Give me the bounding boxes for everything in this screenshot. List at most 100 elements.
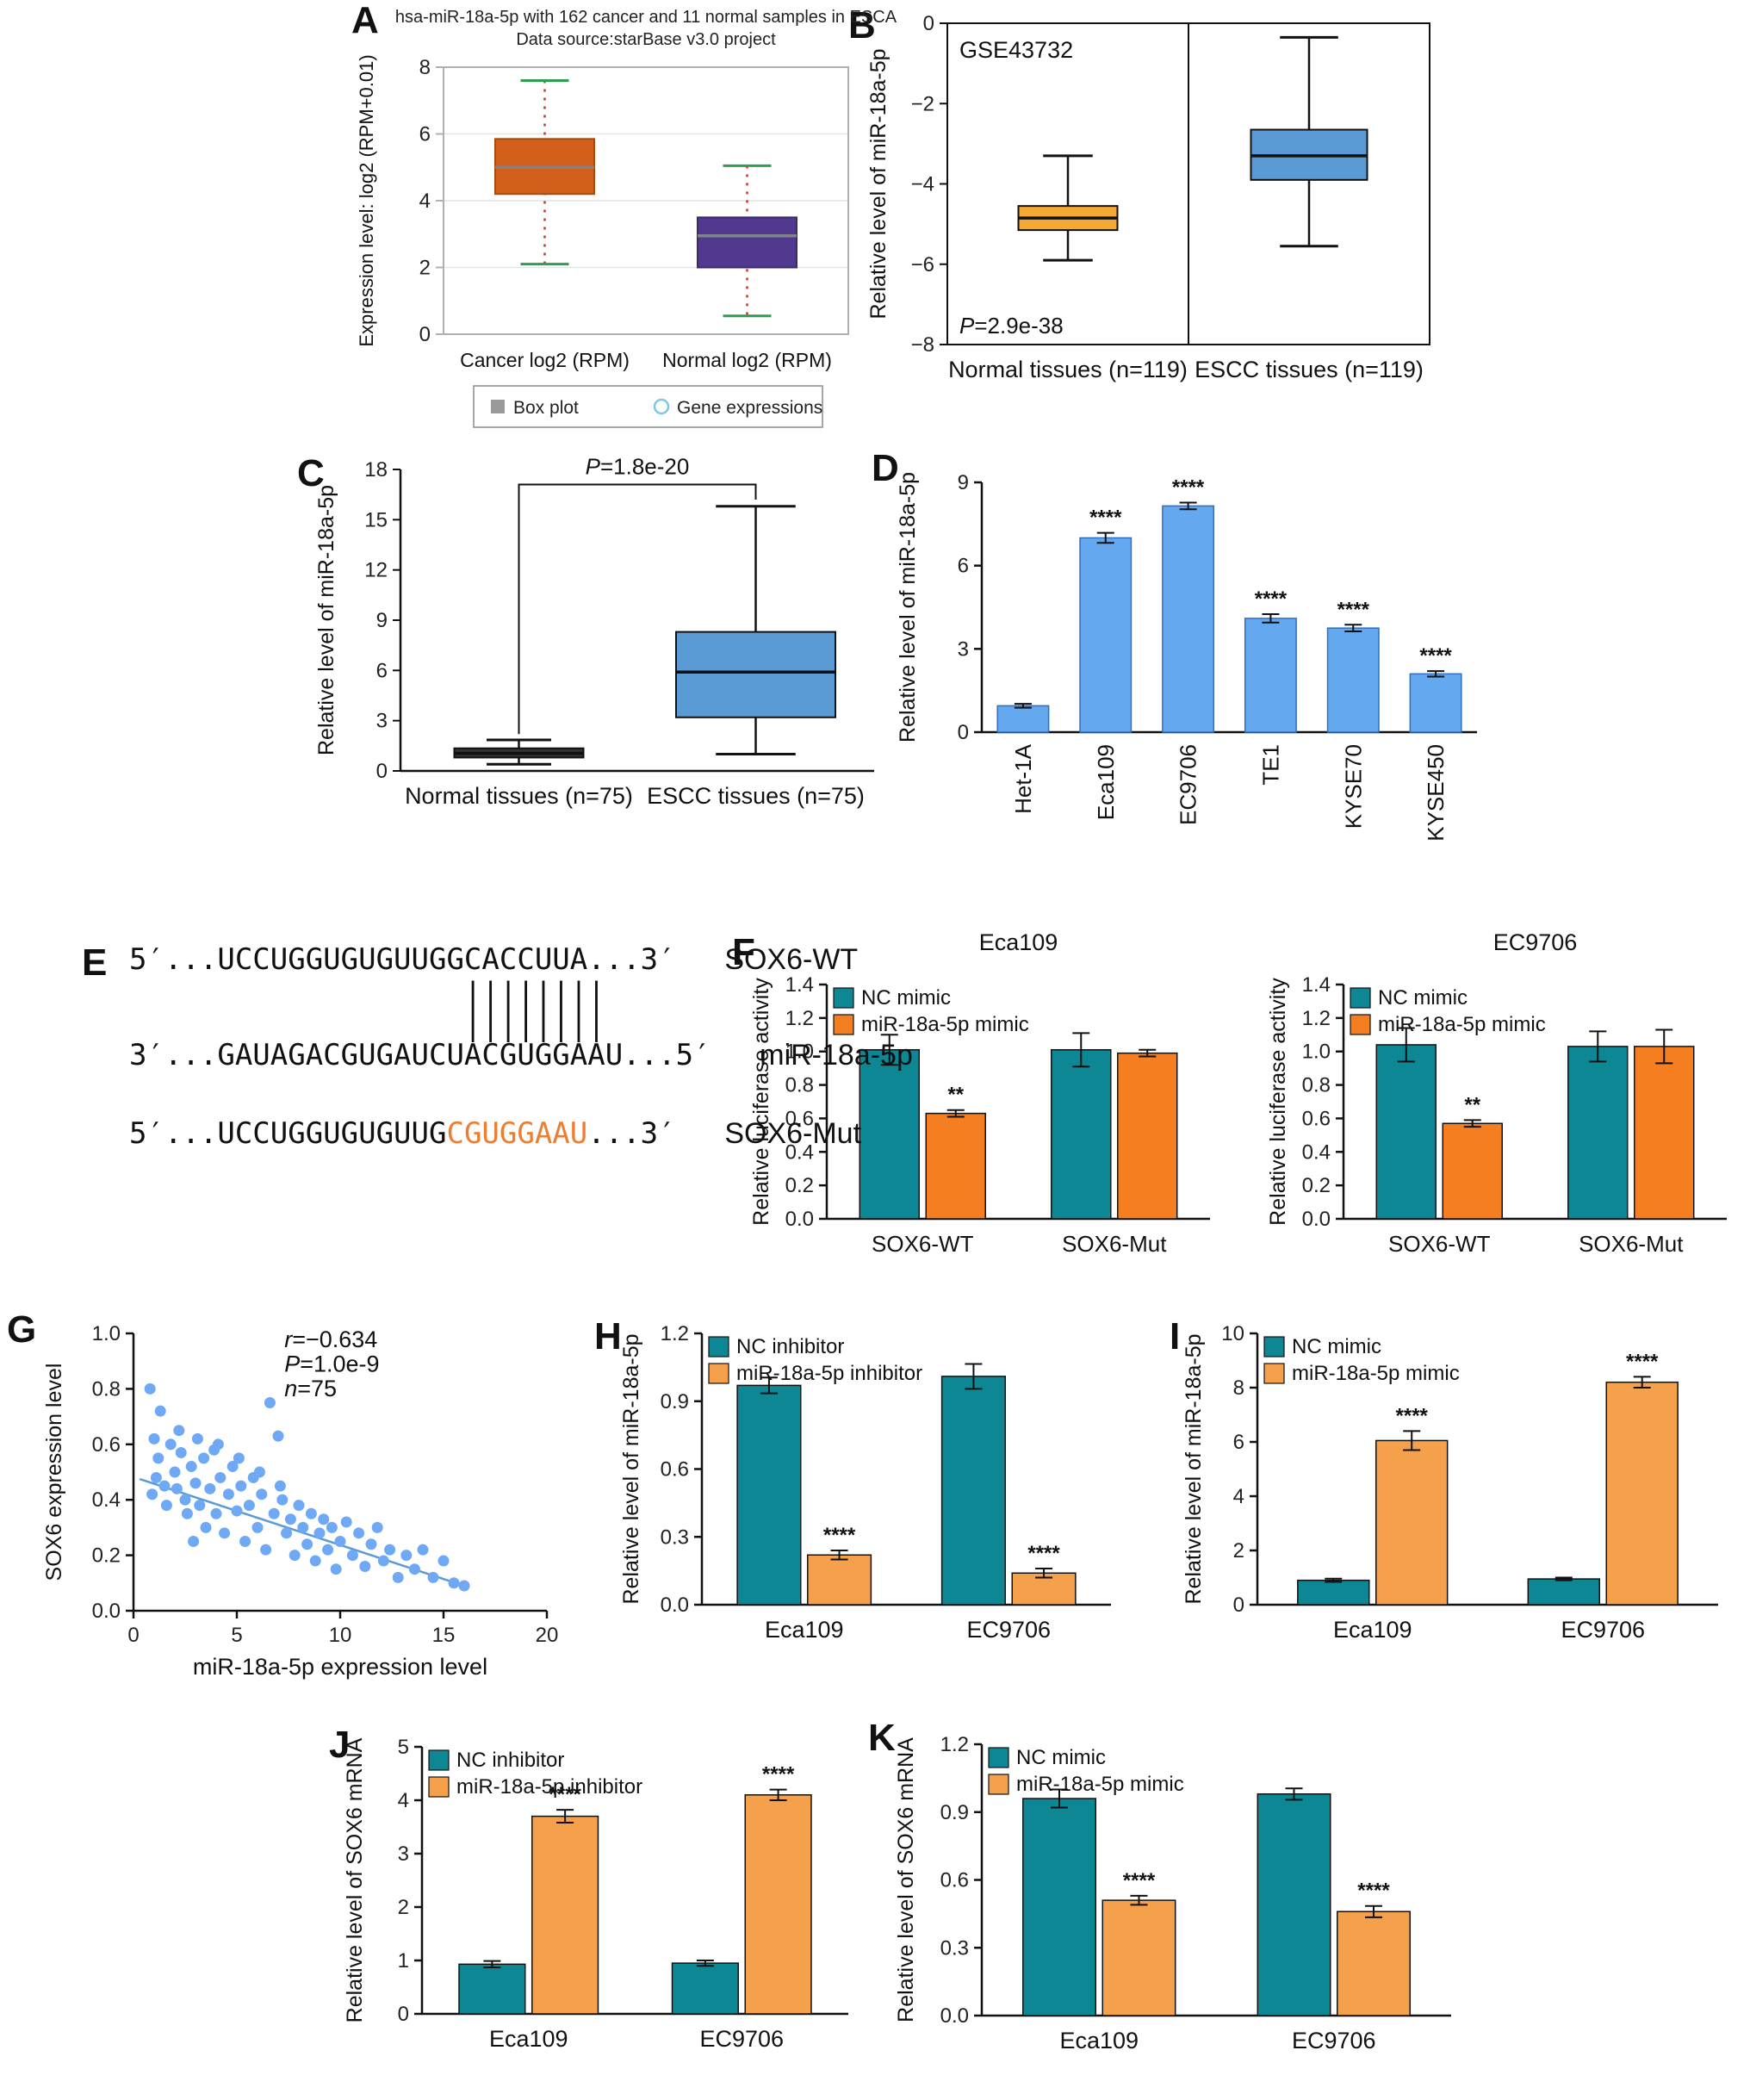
svg-text:NC mimic: NC mimic bbox=[1016, 1746, 1106, 1769]
panel-d-cellline-bar-chart: 0 3 6 9 Relative level of miR-18a-5p Het-1A **… bbox=[896, 471, 1477, 842]
panel-d-label: D bbox=[872, 447, 899, 489]
svg-text:Data source:starBase v3.0 proj: Data source:starBase v3.0 project bbox=[516, 30, 776, 49]
svg-text:miR-18a-5p mimic: miR-18a-5p mimic bbox=[1292, 1362, 1460, 1385]
svg-text:****: **** bbox=[823, 1524, 856, 1547]
svg-text:KYSE70: KYSE70 bbox=[1340, 744, 1366, 829]
svg-text:0.3: 0.3 bbox=[661, 1525, 689, 1549]
svg-text:5: 5 bbox=[398, 1736, 409, 1759]
sox6-wt-sequence-row: 5′...UCCUGGUGUGUUGGCACCUUA...3′ SOX6-WT bbox=[129, 942, 1025, 977]
panel-g-correlation-scatter: 0.0 0.2 0.4 0.6 0.8 1.0 SOX6 expression level 0… bbox=[42, 1322, 558, 1680]
panel-f-eca109-luciferase-chart: 0.0 0.2 0.4 0.6 0.8 1.0 1.2 1.4 Relative lucifer… bbox=[749, 929, 1210, 1257]
svg-text:−4: −4 bbox=[911, 173, 934, 196]
svg-text:0.2: 0.2 bbox=[785, 1174, 814, 1197]
svg-text:1.4: 1.4 bbox=[785, 973, 814, 997]
svg-text:0.0: 0.0 bbox=[92, 1600, 121, 1623]
svg-text:Relative level of miR-18a-5p: Relative level of miR-18a-5p bbox=[619, 1333, 643, 1604]
svg-text:0.6: 0.6 bbox=[940, 1869, 969, 1892]
svg-text:0.6: 0.6 bbox=[1302, 1107, 1331, 1130]
svg-text:0.4: 0.4 bbox=[1302, 1140, 1331, 1164]
svg-text:****: **** bbox=[762, 1763, 795, 1786]
panel-j-inhibitor-sox6-chart: 0 1 2 3 4 5 Relative level of SOX6 mRNA **** Eca… bbox=[343, 1736, 848, 2052]
svg-text:****: **** bbox=[1626, 1350, 1659, 1373]
svg-text:0: 0 bbox=[958, 721, 969, 744]
svg-text:****: **** bbox=[1172, 476, 1205, 500]
svg-text:0.8: 0.8 bbox=[1302, 1074, 1331, 1097]
mut-suffix: ...3′ bbox=[587, 1116, 676, 1152]
svg-text:1.2: 1.2 bbox=[785, 1007, 814, 1030]
svg-text:EC9706: EC9706 bbox=[1493, 929, 1578, 955]
svg-text:−8: −8 bbox=[911, 333, 934, 357]
svg-text:−2: −2 bbox=[911, 92, 934, 115]
svg-text:Gene expressions: Gene expressions bbox=[677, 398, 822, 418]
base-pairing-bars: |||||||| bbox=[464, 972, 1025, 1044]
svg-text:18: 18 bbox=[364, 458, 388, 482]
svg-text:5: 5 bbox=[231, 1624, 242, 1647]
svg-text:0.6: 0.6 bbox=[92, 1433, 121, 1457]
mir-suffix: ...5′ bbox=[623, 1038, 711, 1073]
svg-text:Eca109: Eca109 bbox=[979, 929, 1058, 955]
svg-text:6: 6 bbox=[376, 659, 388, 682]
svg-text:0.9: 0.9 bbox=[661, 1390, 689, 1413]
svg-text:10: 10 bbox=[1221, 1322, 1244, 1345]
svg-text:15: 15 bbox=[364, 508, 388, 531]
svg-text:2: 2 bbox=[398, 1896, 409, 1919]
mut-seq-black: UCCUGGUGUGUUG bbox=[217, 1116, 447, 1152]
svg-text:2: 2 bbox=[1233, 1539, 1244, 1563]
wt-prefix: 5′... bbox=[129, 942, 218, 977]
svg-text:1: 1 bbox=[398, 1949, 409, 1973]
wt-suffix: ...3′ bbox=[587, 942, 676, 977]
svg-text:EC9706: EC9706 bbox=[1176, 744, 1201, 825]
svg-text:Eca109: Eca109 bbox=[489, 2026, 568, 2052]
panel-j-label: J bbox=[329, 1724, 351, 1766]
panel-a-starbase-boxplot: 0 2 4 6 8 Expression level: log2 (RPM+0.01) Ca… bbox=[356, 8, 897, 428]
sox6-mut-sequence-row: 5′...UCCUGGUGUGUUGCGUGGAAU...3′ SOX6-Mut bbox=[129, 1117, 1025, 1151]
mut-label: SOX6-Mut bbox=[724, 1117, 862, 1151]
panel-i-mimic-mir-chart: 0 2 4 6 8 10 Relative level of miR-18a-5p **** E… bbox=[1182, 1322, 1718, 1643]
panel-g-label: G bbox=[7, 1308, 37, 1351]
svg-text:****: **** bbox=[1255, 587, 1288, 611]
svg-text:SOX6-Mut: SOX6-Mut bbox=[1579, 1231, 1684, 1257]
panel-f-label: F bbox=[732, 931, 755, 973]
svg-text:0.0: 0.0 bbox=[785, 1208, 814, 1231]
svg-text:9: 9 bbox=[958, 471, 969, 494]
svg-text:****: **** bbox=[1337, 598, 1370, 621]
svg-text:8: 8 bbox=[1233, 1376, 1244, 1400]
svg-text:Normal log2 (RPM): Normal log2 (RPM) bbox=[662, 349, 832, 371]
svg-text:EC9706: EC9706 bbox=[1292, 2028, 1376, 2053]
svg-text:Relative level of miR-18a-5p: Relative level of miR-18a-5p bbox=[1182, 1333, 1206, 1604]
svg-text:3: 3 bbox=[958, 637, 969, 661]
svg-text:miR-18a-5p inhibitor: miR-18a-5p inhibitor bbox=[736, 1362, 922, 1385]
svg-text:SOX6 expression level: SOX6 expression level bbox=[42, 1364, 66, 1581]
svg-text:1.4: 1.4 bbox=[1302, 973, 1331, 997]
svg-text:miR-18a-5p expression level: miR-18a-5p expression level bbox=[193, 1654, 487, 1680]
svg-text:3: 3 bbox=[398, 1842, 409, 1866]
mir-18a-5p-sequence-row: 3′...GAUAGACGUGAUCUACGUGGAAU...5′ miR-18a… bbox=[129, 1039, 1025, 1072]
svg-text:SOX6-WT: SOX6-WT bbox=[872, 1231, 974, 1257]
svg-text:****: **** bbox=[1396, 1404, 1429, 1427]
svg-text:n=75: n=75 bbox=[284, 1376, 337, 1401]
svg-text:****: **** bbox=[1123, 1869, 1156, 1892]
panel-b-label: B bbox=[848, 4, 876, 47]
mir-label: miR-18a-5p bbox=[760, 1039, 913, 1072]
panel-c-tissue-boxplot: 0 3 6 9 12 15 18 Relative level of miR-18a-5p No… bbox=[314, 454, 874, 809]
wt-label: SOX6-WT bbox=[724, 943, 859, 976]
svg-text:0.4: 0.4 bbox=[92, 1488, 121, 1512]
svg-text:Eca109: Eca109 bbox=[1059, 2028, 1139, 2053]
svg-text:0.0: 0.0 bbox=[940, 2004, 969, 2028]
svg-text:10: 10 bbox=[329, 1624, 352, 1647]
svg-text:Relative level of SOX6 mRNA: Relative level of SOX6 mRNA bbox=[343, 1737, 367, 2022]
panel-b-gse43732-boxplot: 0 −2 −4 −6 −8 Relative level of miR-18a-5p Nor… bbox=[866, 12, 1430, 382]
svg-text:0.0: 0.0 bbox=[1302, 1208, 1331, 1231]
svg-text:r=−0.634: r=−0.634 bbox=[284, 1326, 377, 1352]
svg-text:3: 3 bbox=[376, 710, 388, 733]
svg-text:0.2: 0.2 bbox=[1302, 1174, 1331, 1197]
svg-text:8: 8 bbox=[419, 56, 431, 79]
svg-text:Relative level of SOX6 mRNA: Relative level of SOX6 mRNA bbox=[894, 1737, 918, 2022]
svg-text:Normal tissues (n=119): Normal tissues (n=119) bbox=[948, 357, 1188, 382]
panel-a-label: A bbox=[351, 0, 379, 41]
mir-prefix: 3′... bbox=[129, 1038, 218, 1073]
svg-text:NC inhibitor: NC inhibitor bbox=[456, 1749, 564, 1772]
svg-text:6: 6 bbox=[958, 555, 969, 578]
svg-text:P=1.0e-9: P=1.0e-9 bbox=[284, 1351, 379, 1376]
panel-h-label: H bbox=[594, 1315, 622, 1358]
